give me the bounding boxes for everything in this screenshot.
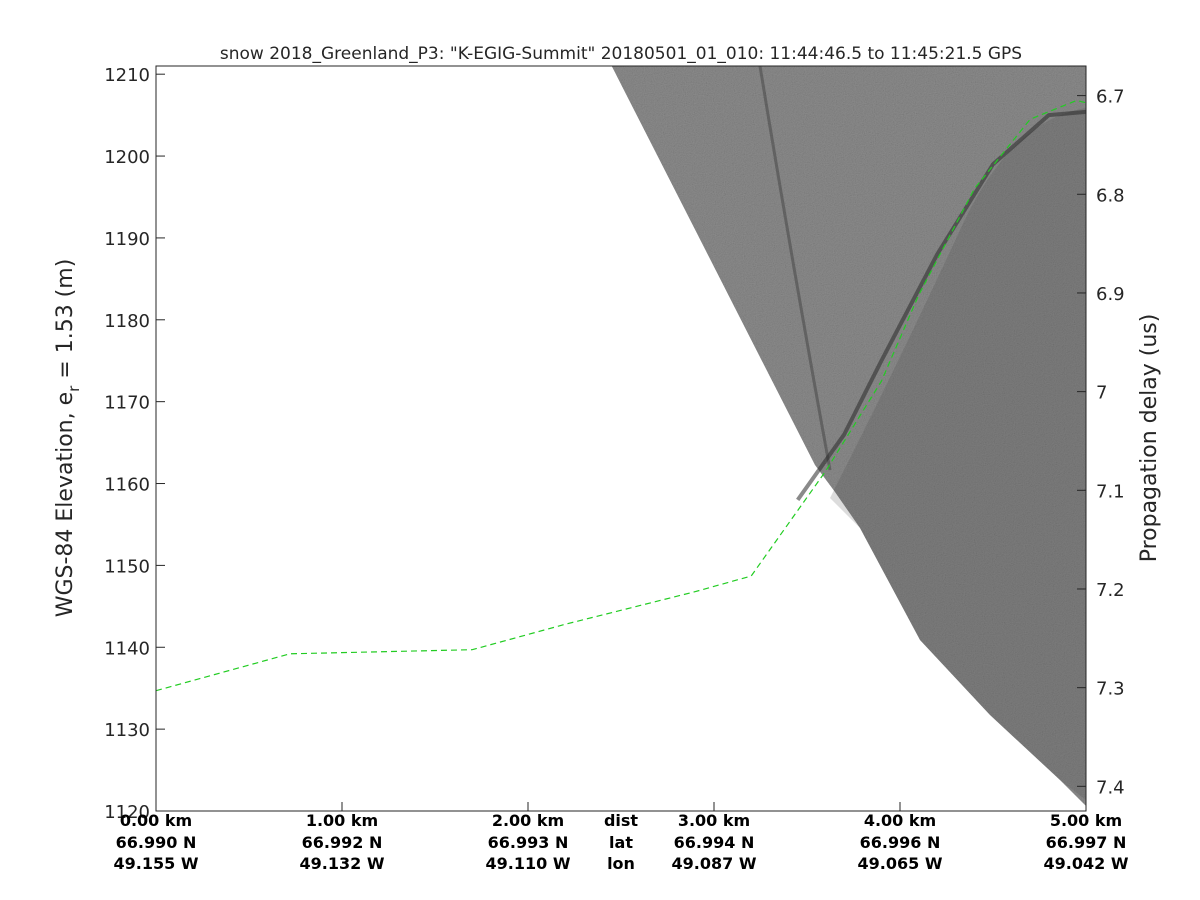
y-label-subscript: r bbox=[65, 385, 83, 392]
series-layer bbox=[156, 99, 1086, 692]
x-lon-label: 49.110 W bbox=[486, 854, 571, 873]
x-lon-label: 49.132 W bbox=[300, 854, 385, 873]
radar-dark-region bbox=[830, 108, 1086, 800]
y-tick-label-left: 1120 bbox=[104, 802, 150, 823]
y-tick-label-left: 1130 bbox=[104, 720, 150, 741]
x-row-name: dist bbox=[604, 811, 638, 830]
radar-streak bbox=[758, 66, 832, 471]
x-dist-label: 0.00 km bbox=[120, 811, 192, 830]
x-lat-label: 66.996 N bbox=[860, 833, 941, 852]
x-dist-label: 5.00 km bbox=[1050, 811, 1122, 830]
x-lat-label: 66.993 N bbox=[488, 833, 569, 852]
y-tick-label-left: 1190 bbox=[104, 229, 150, 250]
y-tick-label-right: 7.1 bbox=[1096, 481, 1125, 502]
y-tick-label-left: 1180 bbox=[104, 311, 150, 332]
y-tick-label-right: 7.3 bbox=[1096, 679, 1125, 700]
chart-title: snow 2018_Greenland_P3: "K-EGIG-Summit" … bbox=[220, 44, 1022, 64]
x-row-name: lon bbox=[607, 854, 635, 873]
x-lon-label: 49.087 W bbox=[672, 854, 757, 873]
x-lat-label: 66.992 N bbox=[302, 833, 383, 852]
x-lon-label: 49.065 W bbox=[858, 854, 943, 873]
y-label-tail: = 1.53 (m) bbox=[53, 259, 78, 386]
radar-wedge bbox=[611, 66, 1086, 806]
x-lon-label: 49.042 W bbox=[1044, 854, 1129, 873]
y-tick-label-right: 6.7 bbox=[1096, 87, 1125, 108]
x-lat-label: 66.994 N bbox=[674, 833, 755, 852]
x-dist-label: 1.00 km bbox=[306, 811, 378, 830]
x-lon-label: 49.155 W bbox=[114, 854, 199, 873]
y-tick-label-left: 1150 bbox=[104, 556, 150, 577]
x-row-name: lat bbox=[609, 833, 633, 852]
y-tick-label-left: 1140 bbox=[104, 638, 150, 659]
y-tick-label-right: 7.4 bbox=[1096, 777, 1125, 798]
y-axis-label-right: Propagation delay (us) bbox=[1137, 314, 1162, 563]
right-y-ticks: 6.7 6.8 6.9 7 7.1 7.2 7.3 7.4 bbox=[1077, 87, 1125, 798]
y-label-main: WGS-84 Elevation, e bbox=[53, 392, 78, 617]
radar-reflector-layer bbox=[796, 109, 1086, 502]
y-tick-label-left: 1160 bbox=[104, 475, 150, 496]
x-dist-label: 4.00 km bbox=[864, 811, 936, 830]
y-tick-label-left: 1170 bbox=[104, 393, 150, 414]
y-tick-label-left: 1210 bbox=[104, 65, 150, 86]
bottom-x-labels: 0.00 km 66.990 N 49.155 W 1.00 km 66.992 N 49… bbox=[114, 802, 1129, 873]
x-dist-label: 2.00 km bbox=[492, 811, 564, 830]
y-tick-label-right: 7 bbox=[1096, 383, 1107, 404]
y-tick-label-right: 7.2 bbox=[1096, 580, 1125, 601]
x-dist-label: 3.00 km bbox=[678, 811, 750, 830]
y-tick-label-left: 1200 bbox=[104, 147, 150, 168]
y-tick-label-right: 6.8 bbox=[1096, 185, 1125, 206]
y-tick-label-right: 6.9 bbox=[1096, 284, 1125, 305]
radargram-image bbox=[611, 66, 1086, 806]
left-y-ticks: 1120 1130 1140 1150 1160 1170 1180 1190 1200 1210 bbox=[104, 65, 165, 823]
x-lat-label: 66.997 N bbox=[1046, 833, 1127, 852]
y-axis-label-left: WGS-84 Elevation, er = 1.53 (m) bbox=[53, 259, 83, 618]
axes-box bbox=[155, 65, 1087, 812]
series-line-0 bbox=[156, 99, 1086, 692]
x-lat-label: 66.990 N bbox=[116, 833, 197, 852]
